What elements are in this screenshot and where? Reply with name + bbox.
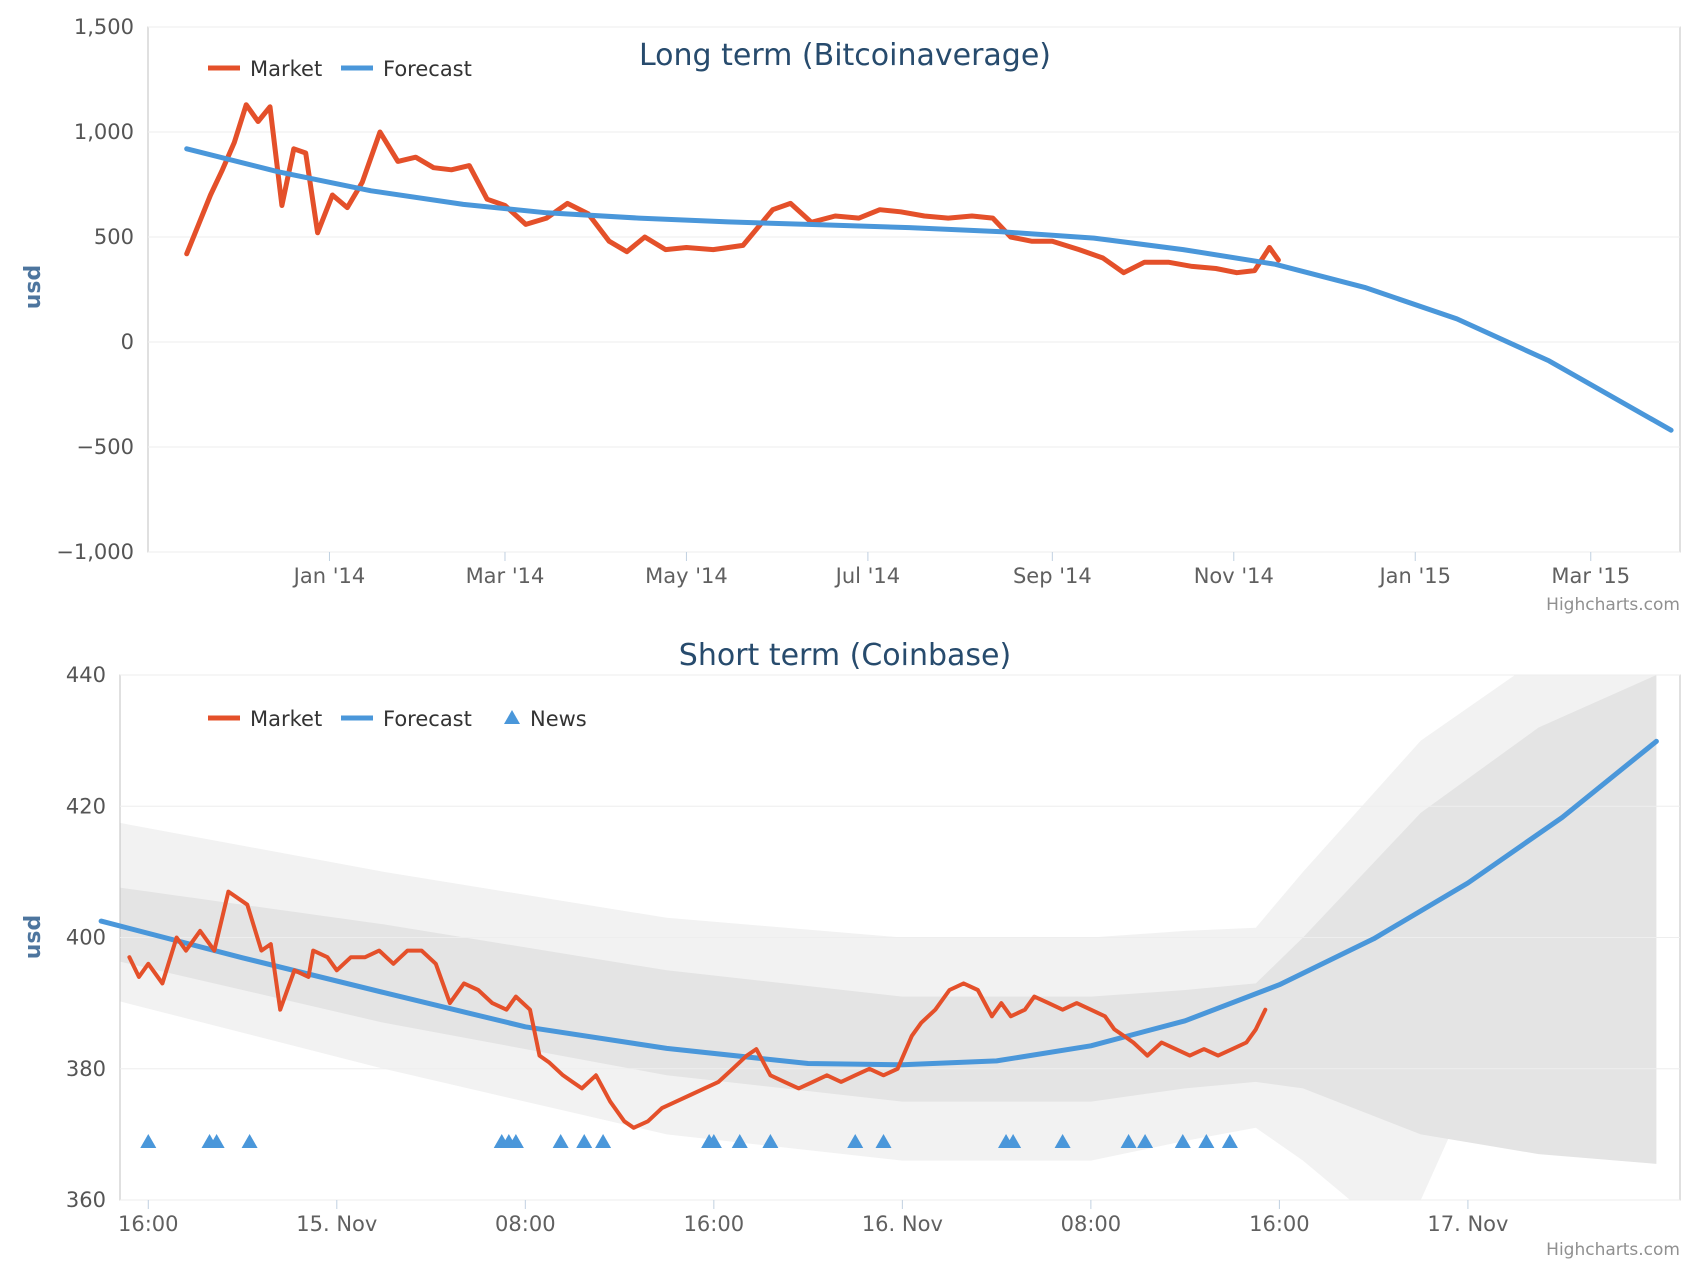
series-line-market [184,102,1281,276]
y-tick-label: 420 [66,794,106,818]
x-tick-label: 16:00 [1249,1212,1310,1236]
y-axis-title: usd [21,265,46,310]
x-tick-label: 16. Nov [862,1212,943,1236]
axes-group: 440 420 400 380 360 16:00 15. Nov 08:00 16:00 16.… [66,663,1509,1236]
y-tick-label: −1,000 [56,540,134,564]
x-tick-label: 08:00 [1061,1212,1122,1236]
legend-item-market[interactable]: Market [208,707,322,731]
news-marker-triangle [1054,1133,1071,1148]
legend-market-label: Market [250,707,322,731]
inner-confidence-band [120,675,1657,1164]
news-marker-triangle [1005,1133,1022,1148]
y-tick-label: 400 [66,926,106,950]
news-marker-triangle [1174,1133,1191,1148]
series-line-forecast [184,146,1674,433]
news-marker-triangle [1221,1133,1238,1148]
x-tick-label: Mar '14 [466,564,545,588]
news-marker-triangle [507,1133,524,1148]
x-tick-label: Mar '15 [1551,564,1630,588]
grid-lines [147,26,1681,553]
y-tick-label: 1,000 [74,120,134,144]
legend-forecast-label: Forecast [383,707,472,731]
x-tick-label: Sep '14 [1013,564,1092,588]
long-term-chart: 1,500 1,000 500 0 −500 −1,000 Jan '14 Mar '14 Ma… [21,15,1681,615]
y-tick-label: 1,500 [74,15,134,39]
news-marker-triangle [1137,1133,1154,1148]
news-marker-triangle [241,1133,258,1148]
legend-item-forecast[interactable]: Forecast [341,57,472,81]
y-tick-label: 0 [121,330,134,354]
credits-link[interactable]: Highcharts.com [1546,595,1680,615]
plot-border [147,26,1681,553]
news-marker-triangle [1120,1133,1137,1148]
legend[interactable]: Market Forecast News [208,707,587,731]
y-tick-label: 360 [66,1188,106,1212]
legend[interactable]: Market Forecast [208,57,472,81]
legend-item-news[interactable]: News [504,707,587,731]
legend-news-label: News [530,707,587,731]
x-tick-label: 08:00 [495,1212,556,1236]
news-marker-triangle [762,1133,779,1148]
series-group [184,102,1674,433]
grid-lines [119,674,1681,1201]
x-tick-label: 17. Nov [1427,1212,1508,1236]
x-tick-label: Jan '14 [292,564,366,588]
series-line-forecast [98,738,1659,1068]
news-marker-triangle [208,1133,225,1148]
legend-forecast-label: Forecast [383,57,472,81]
series-group [98,738,1659,1148]
chart-title: Long term (Bitcoinaverage) [639,38,1051,73]
y-tick-label: 500 [94,225,134,249]
news-marker-triangle [1198,1133,1215,1148]
news-marker-triangle [595,1133,612,1148]
legend-item-forecast[interactable]: Forecast [341,707,472,731]
x-tick-label: 16:00 [684,1212,745,1236]
x-tick-label: 16:00 [118,1212,179,1236]
short-term-chart: 440 420 400 380 360 16:00 15. Nov 08:00 16:00 16.… [0,635,1696,1270]
y-axis-title: usd [21,915,46,960]
legend-item-market[interactable]: Market [208,57,322,81]
news-marker-triangle [875,1133,892,1148]
y-tick-label: 440 [66,663,106,687]
credits-link[interactable]: Highcharts.com [1546,1240,1680,1260]
series-line-market [127,889,1268,1130]
y-tick-label: 380 [66,1057,106,1081]
chart-title: Short term (Coinbase) [679,638,1011,673]
y-tick-label: −500 [76,435,134,459]
legend-news-triangle-icon [504,710,520,724]
long-term-chart-svg: 1,500 1,000 500 0 −500 −1,000 Jan '14 Mar '14 Ma… [21,15,1681,615]
x-tick-label: Jul '14 [834,564,901,588]
news-marker-triangle [731,1133,748,1148]
news-marker-triangle [576,1133,593,1148]
axes-group: 1,500 1,000 500 0 −500 −1,000 Jan '14 Mar '14 Ma… [56,15,1630,588]
x-tick-label: 15. Nov [296,1212,377,1236]
x-tick-label: May '14 [645,564,728,588]
legend-market-label: Market [250,57,322,81]
news-marker-triangle [140,1133,157,1148]
news-marker-triangle [847,1133,864,1148]
short-term-chart-svg: 440 420 400 380 360 16:00 15. Nov 08:00 16:00 16.… [21,638,1681,1260]
news-marker-triangle [705,1133,722,1148]
news-marker-triangle [552,1133,569,1148]
x-tick-label: Jan '15 [1377,564,1451,588]
x-tick-label: Nov '14 [1194,564,1274,588]
